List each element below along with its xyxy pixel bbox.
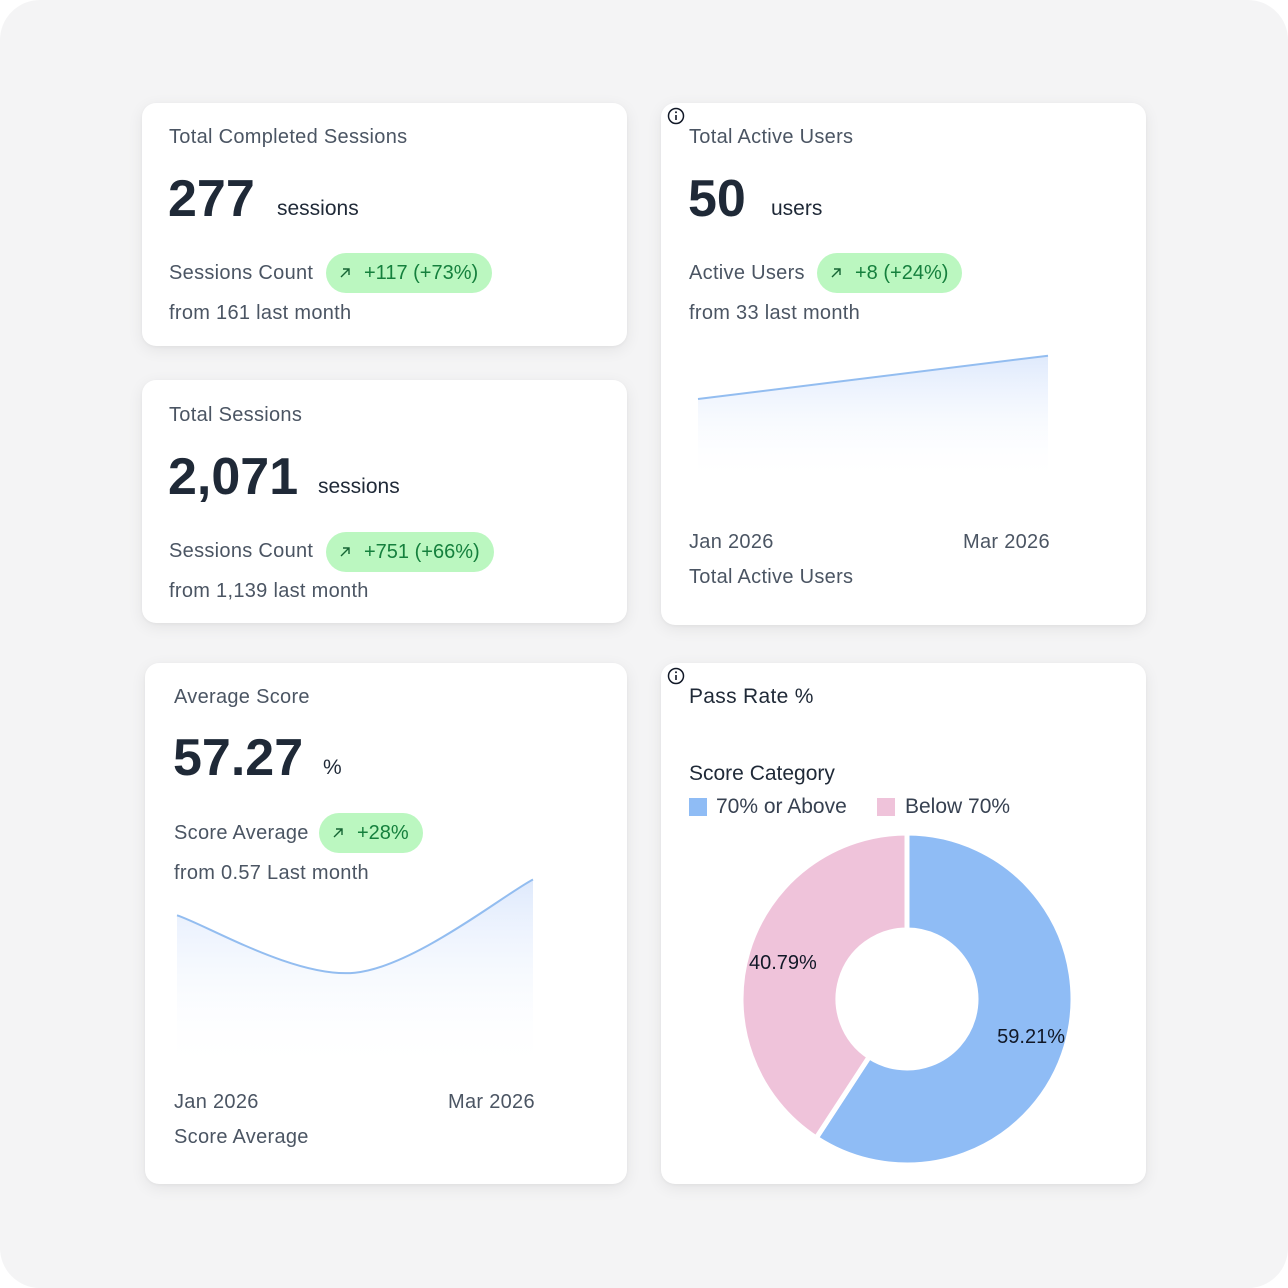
arrow-up-right-icon	[333, 828, 343, 838]
arrow-up-right-icon	[340, 547, 350, 557]
completed-sessions-unit: sessions	[277, 197, 359, 220]
active-users-x-start: Jan 2026	[689, 531, 774, 553]
average-score-x-end: Mar 2026	[448, 1091, 535, 1113]
arrow-up-right-icon	[340, 268, 350, 278]
average-score-change-badge: +28%	[319, 813, 423, 853]
active-users-change: +8 (+24%)	[855, 261, 949, 284]
pass-rate-donut-chart: 59.21% 40.79%	[738, 830, 1076, 1168]
series-line	[176, 878, 534, 975]
active-users-value: 50	[688, 170, 746, 228]
pie-slice-below-70[interactable]	[738, 830, 910, 1141]
pie-label-below-70: 40.79%	[749, 952, 817, 974]
active-users-x-end: Mar 2026	[963, 531, 1050, 553]
average-score-area-chart	[176, 878, 534, 1073]
completed-sessions-previous: from 161 last month	[169, 302, 352, 324]
area-fill	[177, 879, 533, 1073]
active-users-change-badge: +8 (+24%)	[817, 253, 963, 293]
active-users-series-label: Total Active Users	[689, 566, 854, 588]
total-sessions-change-badge: +751 (+66%)	[326, 532, 494, 572]
total-sessions-title: Total Sessions	[169, 404, 303, 426]
active-users-previous: from 33 last month	[689, 302, 861, 324]
active-users-card: Total Active Users 50 users Active Users…	[661, 103, 1146, 625]
info-icon[interactable]	[667, 107, 685, 125]
active-users-metric-label: Active Users	[689, 262, 805, 284]
average-score-series-label: Score Average	[174, 1126, 309, 1148]
total-sessions-metric-label: Sessions Count	[169, 540, 314, 562]
area-fill	[698, 355, 1048, 483]
total-sessions-change: +751 (+66%)	[364, 540, 480, 563]
average-score-change: +28%	[357, 821, 409, 844]
legend-label-below[interactable]: Below 70%	[905, 795, 1011, 818]
series-line	[697, 354, 1049, 400]
pass-rate-card: Pass Rate % Score Category 70% or Above …	[661, 663, 1146, 1184]
total-sessions-unit: sessions	[318, 475, 400, 498]
arrow-up-right-icon	[831, 268, 841, 278]
completed-sessions-metric-label: Sessions Count	[169, 262, 314, 284]
average-score-card: Average Score 57.27 % Score Average +28%…	[145, 663, 627, 1184]
active-users-unit: users	[771, 197, 823, 220]
legend-title: Score Category	[689, 762, 835, 785]
info-icon[interactable]	[667, 667, 685, 685]
total-sessions-previous: from 1,139 last month	[169, 580, 369, 602]
pie-label-above-70: 59.21%	[997, 1026, 1065, 1048]
active-users-title: Total Active Users	[689, 126, 854, 148]
total-sessions-value: 2,071	[168, 448, 299, 506]
pass-rate-title: Pass Rate %	[689, 685, 814, 708]
average-score-metric-label: Score Average	[174, 822, 309, 844]
completed-sessions-value: 277	[168, 170, 255, 228]
average-score-x-start: Jan 2026	[174, 1091, 259, 1113]
completed-sessions-change: +117 (+73%)	[364, 261, 479, 284]
completed-sessions-title: Total Completed Sessions	[169, 126, 408, 148]
average-score-value: 57.27	[173, 729, 304, 787]
completed-sessions-change-badge: +117 (+73%)	[326, 253, 493, 293]
legend-swatch-above	[689, 798, 707, 816]
average-score-unit: %	[323, 756, 342, 779]
legend-label-above[interactable]: 70% or Above	[716, 795, 847, 818]
legend-swatch-below	[877, 798, 895, 816]
completed-sessions-card: Total Completed Sessions 277 sessions Se…	[142, 103, 627, 346]
average-score-title: Average Score	[174, 686, 310, 708]
total-sessions-card: Total Sessions 2,071 sessions Sessions C…	[142, 380, 627, 623]
active-users-area-chart	[697, 354, 1049, 483]
pie-slice-above-70[interactable]	[813, 830, 1076, 1168]
average-score-previous: from 0.57 Last month	[174, 862, 369, 884]
